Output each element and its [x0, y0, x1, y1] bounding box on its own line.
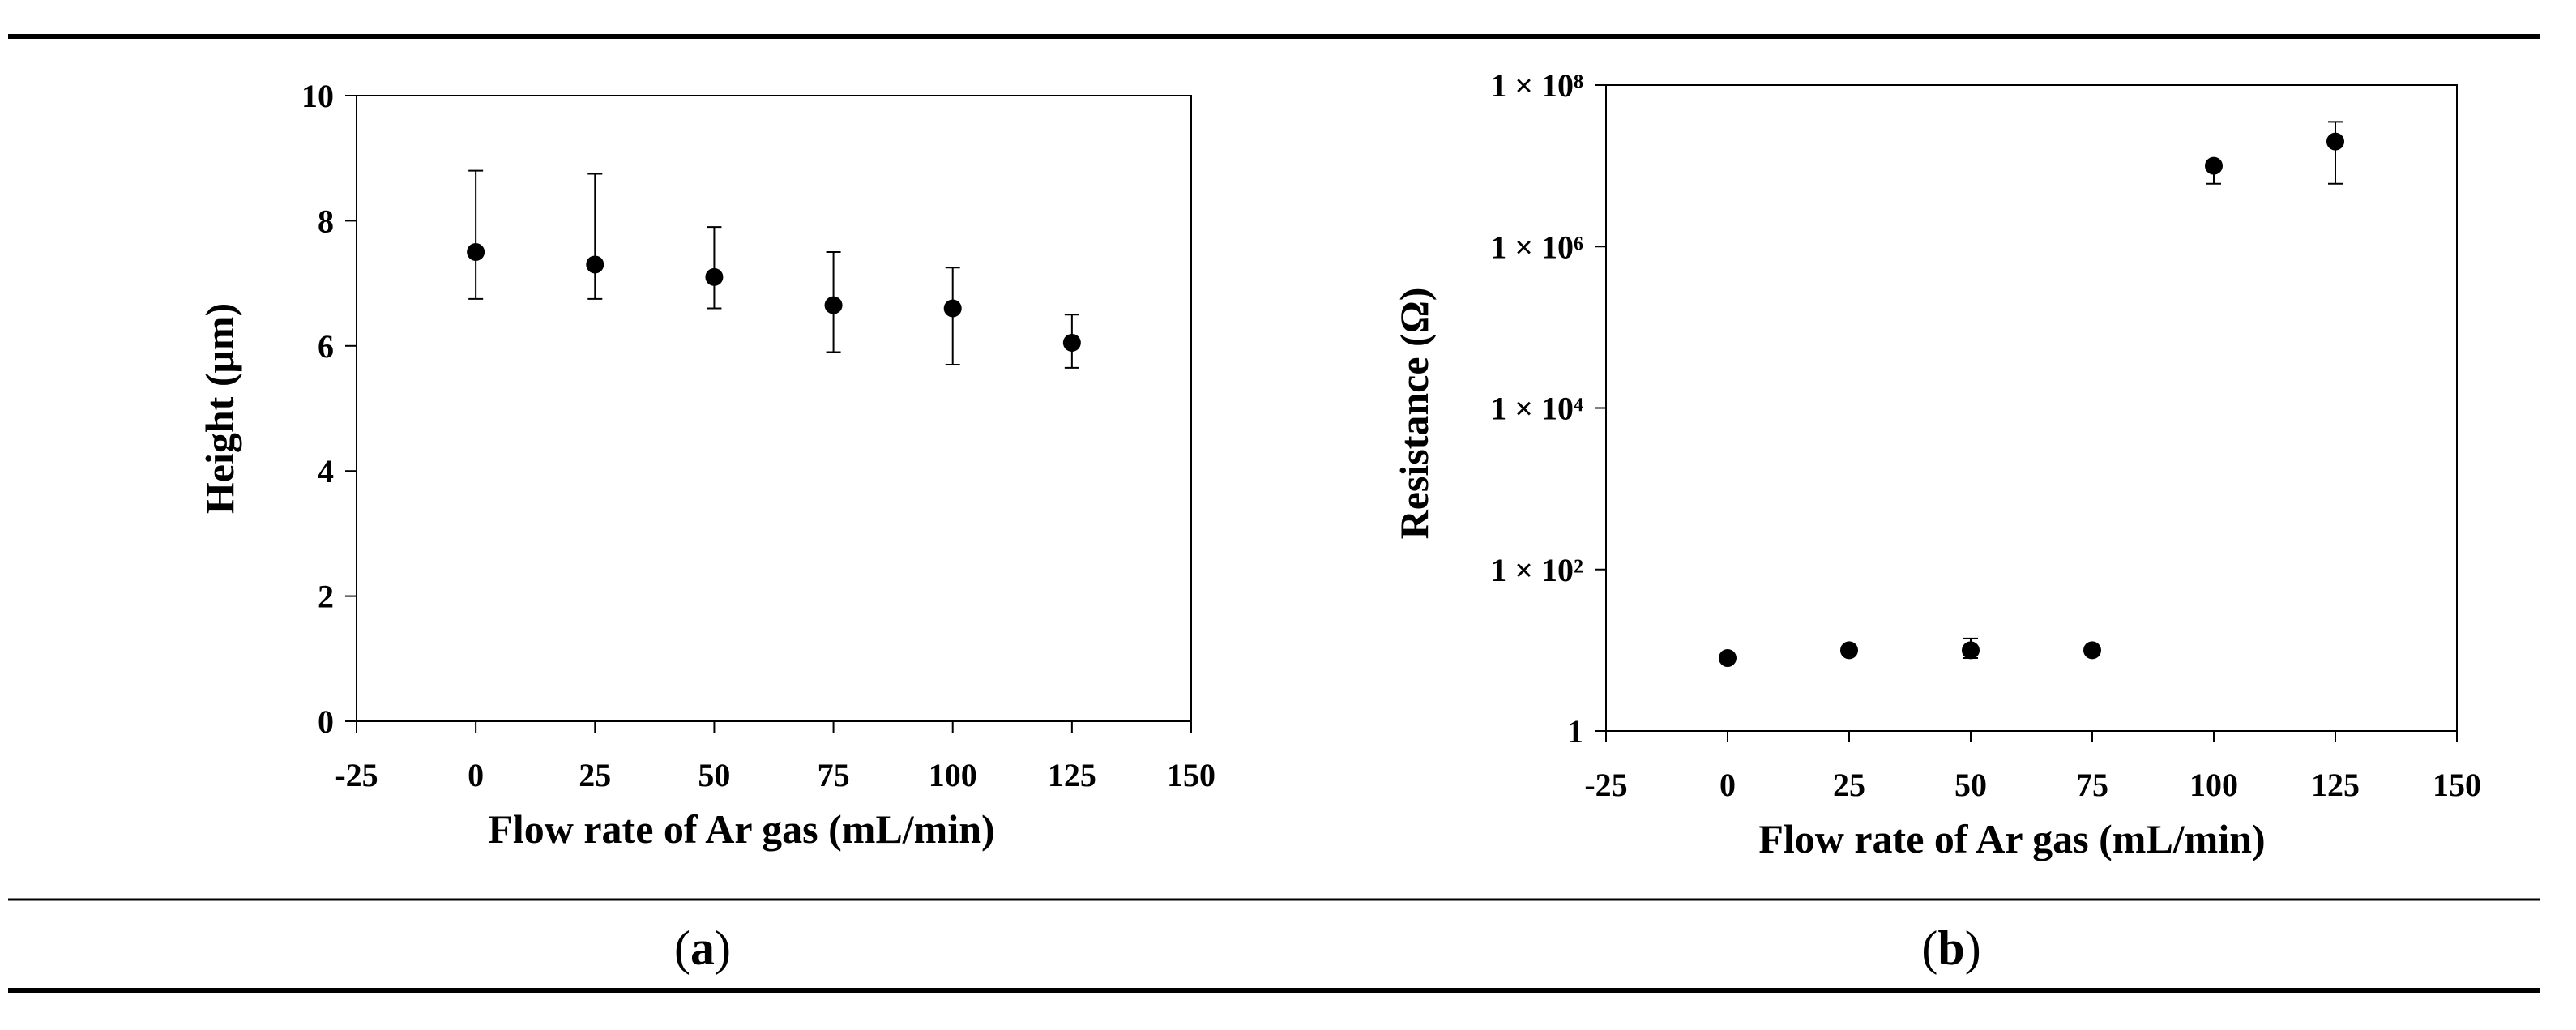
panel-label-b: (b): [1921, 921, 1980, 975]
y-ticks-b: 1 1 × 10² 1 × 10⁴ 1 × 10⁶ 1 × 10⁸: [1490, 67, 1606, 750]
x-tick-label: 0: [468, 757, 484, 793]
x-tick-label: 50: [1954, 767, 1987, 803]
y-tick-label: 1 × 10²: [1490, 552, 1583, 588]
x-tick-label: -25: [335, 757, 378, 793]
x-tick-label: 0: [1719, 767, 1736, 803]
x-tick-label: 125: [1048, 757, 1096, 793]
data-point: [467, 243, 485, 261]
data-point: [2083, 641, 2101, 660]
y-axis-title-b: Resistance (Ω): [1391, 288, 1437, 540]
x-tick-label: 25: [579, 757, 611, 793]
data-points-a: [467, 169, 1081, 369]
x-axis-title-a: Flow rate of Ar gas (mL/min): [488, 806, 994, 852]
data-point: [2326, 132, 2344, 151]
data-point: [2205, 156, 2223, 175]
x-tick-label: 100: [2189, 767, 2238, 803]
x-axis-title-b: Flow rate of Ar gas (mL/min): [1758, 816, 2265, 861]
y-tick-label: 1 × 10⁴: [1490, 391, 1583, 427]
data-point: [1062, 333, 1081, 352]
y-tick-label: 0: [318, 703, 334, 740]
x-tick-label: 125: [2311, 767, 2360, 803]
y-tick-label: 4: [318, 453, 334, 489]
x-ticks-b: -25 0 25 50 75 100 125 150: [1584, 731, 2481, 803]
x-tick-label: 100: [929, 757, 977, 793]
chart-b-resistance: 1 1 × 10² 1 × 10⁴ 1 × 10⁶ 1 × 10⁸ -25 0 25 50 75…: [1391, 67, 2481, 861]
y-tick-label: 1 × 10⁸: [1490, 67, 1583, 104]
y-tick-label: 1 × 10⁶: [1490, 229, 1583, 265]
data-point: [1719, 649, 1737, 668]
y-ticks-a: 0 2 4 6 8 10: [301, 78, 357, 740]
data-point: [586, 255, 604, 274]
x-ticks-a: -25 0 25 50 75 100 125 150: [335, 721, 1215, 793]
x-tick-label: 25: [1833, 767, 1865, 803]
y-tick-label: 2: [318, 579, 334, 615]
y-axis-title-a: Height (μm): [197, 303, 242, 514]
plot-frame-b: [1605, 84, 2458, 732]
data-point: [1840, 641, 1858, 660]
y-tick-label: 6: [318, 328, 334, 365]
y-tick-label: 8: [318, 203, 334, 239]
data-point: [705, 267, 724, 286]
data-points-b: [1719, 121, 2344, 668]
x-tick-label: 150: [1167, 757, 1215, 793]
x-tick-label: -25: [1584, 767, 1627, 803]
data-point: [943, 299, 962, 318]
panel-label-a: (a): [674, 921, 731, 975]
data-point: [1962, 641, 1980, 660]
x-tick-label: 50: [698, 757, 730, 793]
plot-frame-a: [356, 95, 1192, 722]
data-point: [824, 296, 843, 314]
y-tick-label: 1: [1567, 713, 1583, 750]
x-tick-label: 150: [2433, 767, 2481, 803]
x-tick-label: 75: [2076, 767, 2108, 803]
x-tick-label: 75: [818, 757, 850, 793]
y-tick-label: 10: [301, 78, 334, 114]
